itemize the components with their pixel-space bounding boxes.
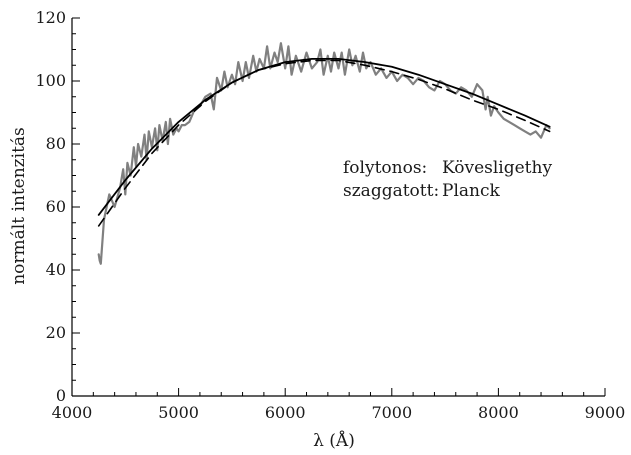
y-tick-label: 80 (46, 134, 66, 153)
y-ticks (72, 17, 80, 397)
legend: folytonos: Kövesligethy szaggatott: Plan… (343, 158, 552, 201)
kovesligethy-fit-line (97, 58, 551, 216)
y-tick-label: 120 (35, 8, 66, 27)
y-tick-label: 60 (46, 197, 66, 216)
x-axis-label: λ (Å) (313, 430, 355, 451)
x-tick-label: 9000 (585, 403, 626, 422)
x-tick-labels: 4000 5000 6000 7000 8000 9000 (52, 403, 626, 422)
y-tick-label: 40 (46, 260, 66, 279)
legend-line-1-value: Kövesligethy (442, 158, 552, 178)
y-tick-label: 0 (56, 386, 66, 405)
x-tick-label: 7000 (371, 403, 412, 422)
x-tick-label: 8000 (478, 403, 519, 422)
observed-spectrum-line (97, 42, 551, 265)
legend-line-2-label: szaggatott: (343, 181, 439, 201)
x-tick-label: 6000 (265, 403, 306, 422)
y-tick-label: 20 (46, 323, 66, 342)
legend-line-2-value: Planck (442, 181, 500, 201)
y-axis-label: normált intenzitás (9, 127, 29, 285)
planck-fit-line (97, 59, 551, 227)
x-tick-label: 5000 (158, 403, 199, 422)
series-layer (97, 42, 551, 265)
y-tick-labels: 0 20 40 60 80 100 120 (35, 8, 66, 405)
legend-line-1-label: folytonos: (343, 158, 427, 178)
axes (71, 18, 605, 397)
x-tick-label: 4000 (52, 403, 93, 422)
y-tick-label: 100 (35, 71, 66, 90)
x-ticks (71, 388, 606, 396)
